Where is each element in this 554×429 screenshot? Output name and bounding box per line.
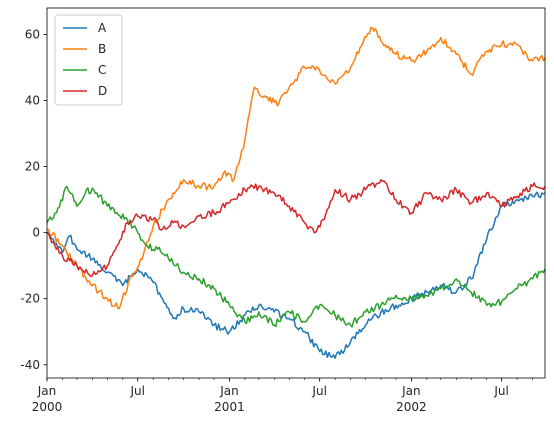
y-tick-label: -20 — [20, 292, 40, 306]
legend-label-a: A — [98, 21, 107, 35]
legend-label-d: D — [98, 84, 107, 98]
series-layer — [46, 26, 546, 359]
x-tick-label: Jan — [401, 384, 421, 398]
series-line-c — [46, 185, 546, 328]
y-tick-label: 0 — [32, 226, 40, 240]
x-tick-year-label: 2002 — [396, 400, 427, 414]
x-tick-label: Jul — [311, 384, 326, 398]
x-tick-label: Jul — [129, 384, 144, 398]
y-tick-label: -40 — [20, 358, 40, 372]
y-tick-label: 20 — [25, 160, 40, 174]
series-line-a — [46, 191, 546, 359]
x-tick-label: Jul — [493, 384, 508, 398]
y-tick-label: 40 — [25, 94, 40, 108]
legend-box — [54, 14, 123, 106]
x-tick-label: Jan — [219, 384, 239, 398]
series-line-d — [46, 179, 546, 278]
x-tick-label: Jan — [37, 384, 57, 398]
legend-label-b: B — [98, 42, 106, 56]
axes-layer: -40 -20 0 20 40 60 Jan 2000 Jul Jan 2001 Jul Jan 2002… — [20, 27, 533, 414]
plot-frame — [46, 7, 546, 379]
legend-label-c: C — [98, 63, 106, 77]
x-tick-year-label: 2000 — [32, 400, 63, 414]
y-tick-label: 60 — [25, 27, 40, 41]
x-tick-year-label: 2001 — [214, 400, 245, 414]
series-line-b — [46, 26, 546, 310]
